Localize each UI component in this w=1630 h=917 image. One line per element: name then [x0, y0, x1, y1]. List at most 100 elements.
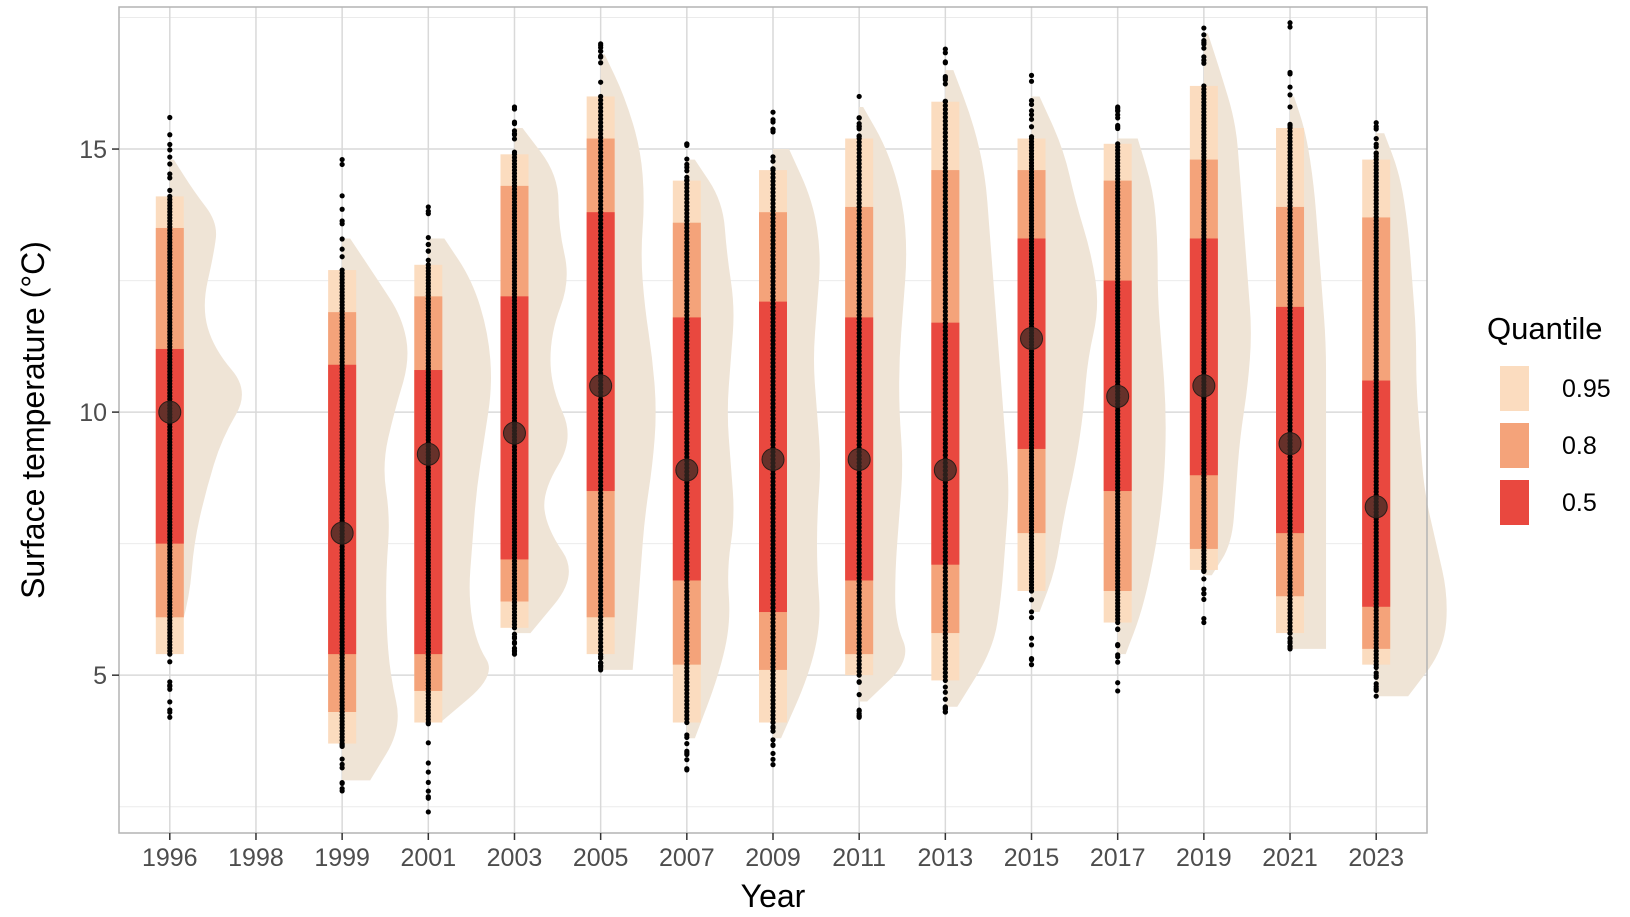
- data-point: [770, 234, 776, 240]
- data-point: [598, 149, 604, 156]
- data-point: [770, 308, 776, 314]
- data-point: [598, 254, 604, 260]
- data-point: [856, 352, 862, 358]
- data-point: [684, 757, 690, 763]
- data-point: [684, 378, 690, 384]
- data-point: [684, 301, 690, 307]
- data-point: [856, 312, 862, 318]
- data-point: [770, 750, 776, 757]
- data-point: [684, 359, 690, 366]
- data-point: [684, 188, 690, 195]
- data-point: [942, 491, 948, 497]
- data-point: [856, 261, 862, 268]
- data-point: [770, 527, 776, 533]
- data-point: [942, 254, 948, 260]
- data-point: [598, 176, 604, 182]
- data-point: [1115, 680, 1121, 686]
- data-point: [425, 234, 431, 241]
- data-point: [856, 596, 862, 603]
- data-point: [598, 123, 604, 129]
- data-point: [770, 223, 776, 229]
- data-point: [942, 444, 948, 450]
- data-point: [856, 510, 862, 516]
- data-point: [598, 655, 604, 661]
- data-point: [942, 495, 948, 501]
- data-point: [598, 135, 604, 141]
- data-point: [684, 218, 690, 224]
- data-point: [942, 176, 948, 182]
- data-point: [598, 247, 604, 253]
- data-point: [684, 490, 690, 496]
- data-point: [598, 625, 604, 631]
- data-point: [684, 298, 690, 304]
- data-point: [856, 355, 862, 361]
- median-2021: [1278, 432, 1302, 456]
- data-point: [942, 596, 948, 602]
- data-point: [684, 683, 690, 689]
- data-point: [856, 578, 862, 585]
- data-point: [684, 161, 690, 167]
- data-point: [770, 728, 776, 734]
- data-point: [684, 639, 690, 646]
- data-point: [856, 524, 862, 531]
- data-point: [684, 454, 690, 460]
- data-point: [856, 316, 862, 322]
- data-point: [684, 654, 690, 660]
- data-point: [598, 138, 604, 144]
- data-point: [598, 48, 604, 54]
- data-point: [1373, 141, 1379, 147]
- data-point: [684, 559, 690, 566]
- data-point: [942, 635, 948, 641]
- data-point-min: [1028, 662, 1035, 668]
- data-point: [684, 425, 690, 431]
- data-point: [942, 161, 948, 167]
- data-point: [942, 607, 948, 614]
- data-point: [684, 348, 690, 355]
- data-point: [856, 506, 862, 513]
- data-point: [339, 221, 345, 227]
- data-point: [856, 143, 862, 149]
- data-point: [856, 254, 862, 260]
- data-point-min: [511, 651, 518, 657]
- data-point: [684, 428, 690, 435]
- data-point: [856, 305, 862, 311]
- data-point: [856, 150, 862, 156]
- data-point: [856, 593, 862, 599]
- data-point: [770, 504, 776, 511]
- data-point: [598, 471, 604, 478]
- data-point: [942, 196, 948, 202]
- data-point: [598, 284, 604, 290]
- data-point: [770, 645, 776, 651]
- data-point: [598, 561, 604, 567]
- data-point: [1201, 32, 1207, 38]
- data-point: [770, 397, 776, 403]
- data-point: [942, 134, 948, 140]
- data-point: [856, 560, 862, 567]
- data-point: [598, 584, 604, 590]
- data-point: [770, 708, 776, 714]
- density-clouds: [169, 33, 1447, 781]
- data-point: [770, 208, 776, 214]
- data-point: [770, 289, 776, 296]
- data-point: [942, 219, 948, 225]
- data-point: [339, 765, 345, 771]
- data-point: [942, 561, 948, 567]
- data-point: [167, 171, 173, 177]
- data-point: [598, 198, 604, 204]
- data-point: [684, 181, 690, 187]
- data-point: [942, 615, 948, 621]
- data-point: [167, 682, 173, 688]
- data-point: [856, 236, 862, 242]
- data-point: [856, 539, 862, 545]
- data-point: [856, 366, 862, 372]
- data-point: [770, 312, 776, 318]
- data-point: [1028, 78, 1035, 84]
- data-point: [856, 182, 862, 188]
- data-point: [684, 341, 690, 347]
- data-point: [598, 93, 604, 100]
- data-point: [770, 345, 776, 351]
- data-point: [856, 218, 862, 224]
- legend-title: Quantile: [1487, 311, 1602, 346]
- data-point: [684, 732, 690, 738]
